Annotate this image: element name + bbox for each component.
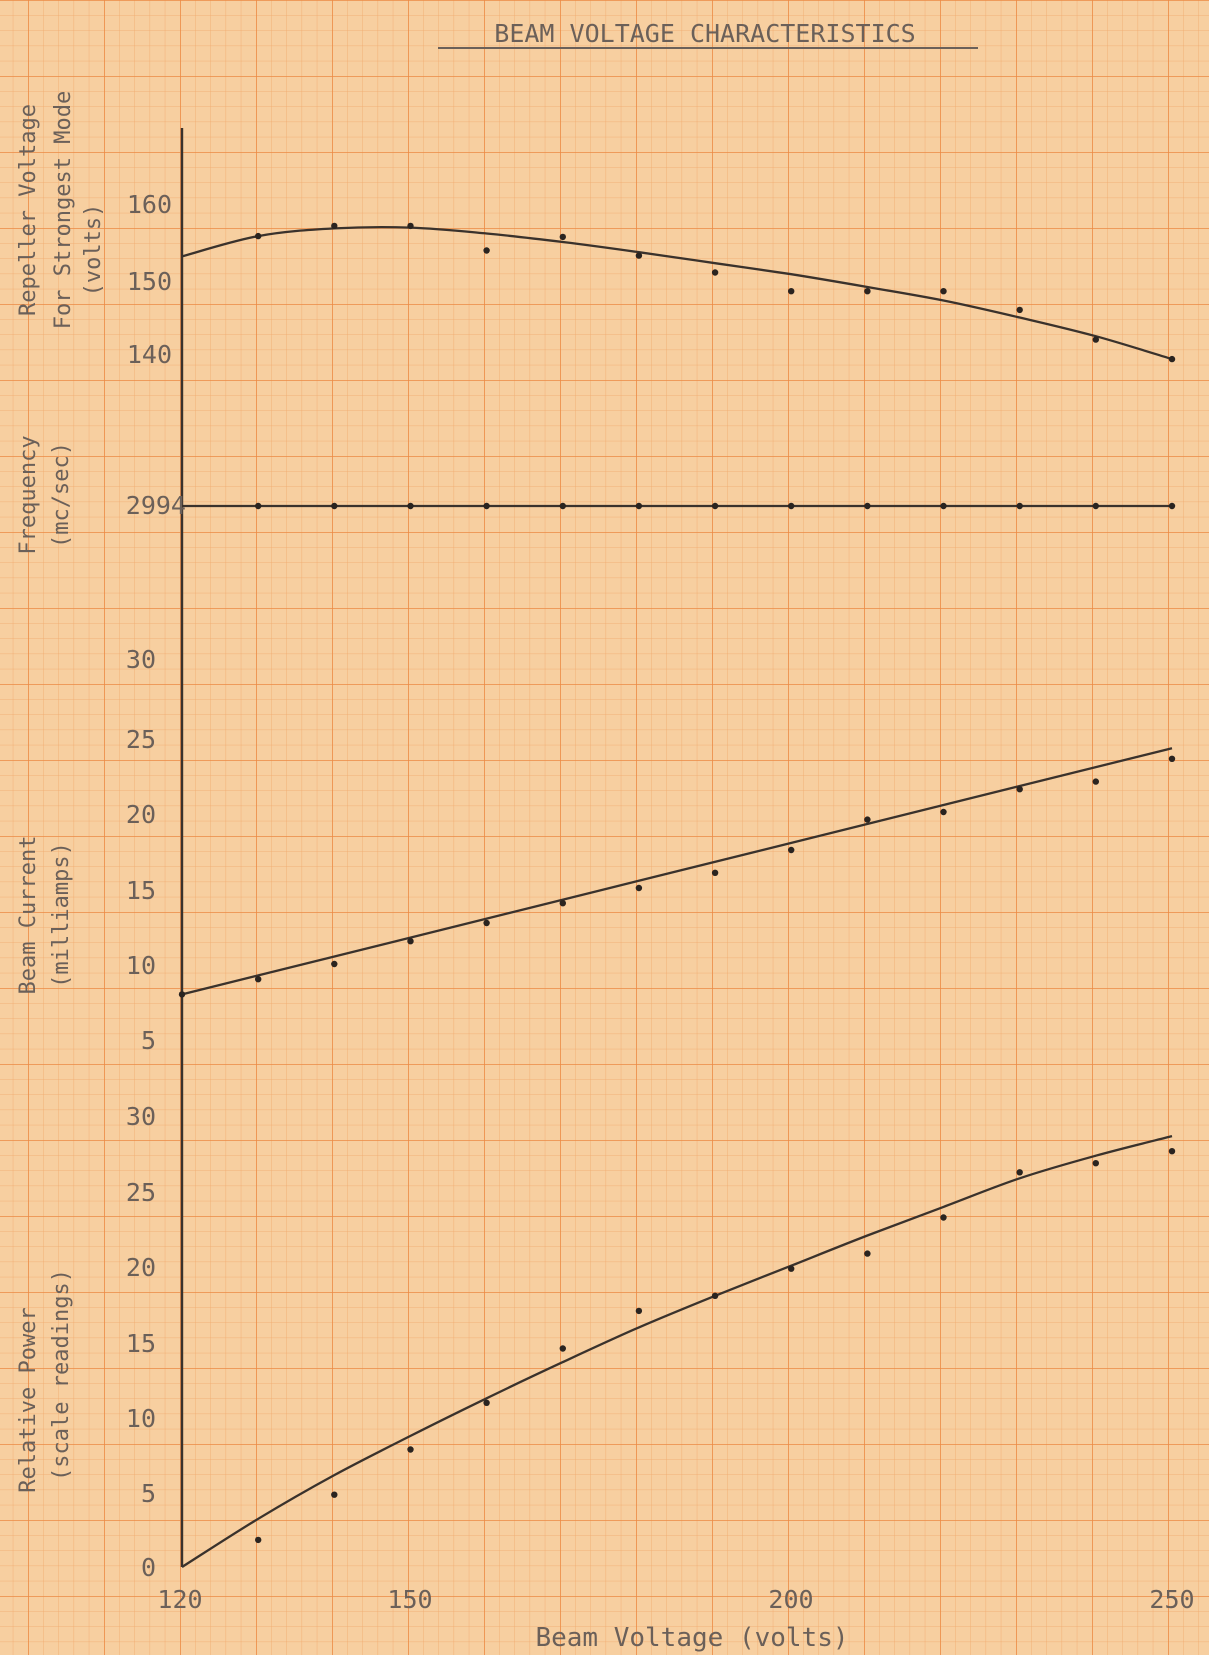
repeller-data-point [711,269,719,276]
repeller-y-tick-150: 150 [127,267,172,296]
power-data-point [407,1446,414,1453]
frequency-plot [182,502,1176,510]
repeller-data-point [559,233,566,241]
repeller-y-tick-140: 140 [127,340,172,369]
frequency-data-point [1092,502,1100,510]
frequency-data-point [864,502,871,510]
frequency-data-point [1016,502,1023,510]
frequency-data-point [483,502,490,510]
power-data-point [1092,1160,1100,1167]
current-data-point [1168,755,1176,762]
current-data-point [483,919,490,927]
current-data-point [255,976,262,983]
power-fit-curve [181,1134,1173,1568]
repeller-data-point [940,288,947,295]
x-tick-label-200: 200 [768,1585,813,1614]
power-data-point [940,1214,947,1221]
current-data-point [711,869,719,876]
current-y-tick-25: 25 [126,725,156,754]
relative-power-plot [181,1134,1176,1568]
x-tick-label-150: 150 [387,1585,432,1614]
current-data-point [559,900,566,907]
current-data-point [331,960,338,968]
power-data-point [635,1307,643,1315]
power-y-tick-10: 10 [126,1404,156,1433]
repeller-data-point [788,288,795,295]
power-y-tick-5: 5 [141,1479,156,1508]
frequency-y-label-line1: Frequency [16,435,41,554]
power-y-tick-25: 25 [126,1178,156,1207]
power-data-point [255,1536,262,1544]
power-data-point [711,1292,719,1300]
current-data-point [864,816,871,823]
repeller-data-point [635,252,643,259]
current-data-point [635,884,643,892]
power-data-point [331,1491,338,1498]
power-y-tick-30: 30 [126,1102,156,1131]
current-data-point [1016,786,1023,793]
repeller-data-point [1092,336,1100,343]
current-y-tick-10: 10 [126,951,156,980]
repeller-fit-curve [181,225,1173,361]
repeller-data-point [331,222,338,230]
current-y-label-line1: Beam Current [16,836,41,995]
repeller-data-point [1168,355,1176,363]
power-data-point [483,1399,490,1407]
current-data-point [407,938,414,945]
power-data-point [559,1345,566,1352]
beam-current-plot [178,747,1176,998]
current-data-point [788,846,795,854]
power-data-point [1016,1169,1023,1176]
current-data-point [940,808,947,816]
repeller-voltage-plot [181,222,1176,363]
x-tick-label-120: 120 [157,1585,202,1614]
repeller-y-label-line1: Repeller Voltage [16,104,41,316]
power-y-label-line1: Relative Power [16,1307,41,1492]
frequency-data-point [407,502,414,510]
current-y-tick-5: 5 [141,1026,156,1055]
frequency-data-point [788,502,795,510]
frequency-data-point [940,502,947,510]
chart-title: BEAM VOLTAGE CHARACTERISTICS [494,19,915,48]
power-y-tick-20: 20 [126,1253,156,1282]
frequency-data-point [1168,502,1176,510]
frequency-data-point [635,502,643,510]
current-data-point [1092,778,1100,785]
current-y-label-line2: (milliamps) [49,842,74,988]
frequency-data-point [331,502,338,510]
repeller-y-tick-160: 160 [127,190,172,219]
x-tick-label-250: 250 [1149,1585,1194,1614]
repeller-data-point [1016,306,1023,314]
power-y-tick-15: 15 [126,1329,156,1358]
repeller-y-label-line3: (volts) [81,204,106,297]
frequency-data-point [255,502,262,510]
current-y-tick-30: 30 [126,645,156,674]
current-fit-curve [181,747,1173,996]
repeller-data-point [255,232,262,240]
current-data-point [178,991,186,998]
power-y-label-line2: (scale readings) [49,1269,74,1481]
x-axis-label: Beam Voltage (volts) [535,1623,848,1653]
power-data-point [864,1250,871,1257]
power-data-point [1168,1148,1176,1155]
current-y-tick-20: 20 [126,800,156,829]
repeller-data-point [483,247,490,254]
power-y-tick-0: 0 [141,1553,156,1582]
frequency-y-tick-2994: 2994 [126,491,186,520]
frequency-y-label-line2: (mc/sec) [49,442,74,548]
power-data-point [788,1265,795,1272]
frequency-data-point [559,502,566,510]
repeller-data-point [407,222,414,230]
repeller-data-point [864,288,871,295]
frequency-data-point [711,502,719,510]
repeller-y-label-line2: For Strongest Mode [51,91,76,329]
current-y-tick-15: 15 [126,876,156,905]
